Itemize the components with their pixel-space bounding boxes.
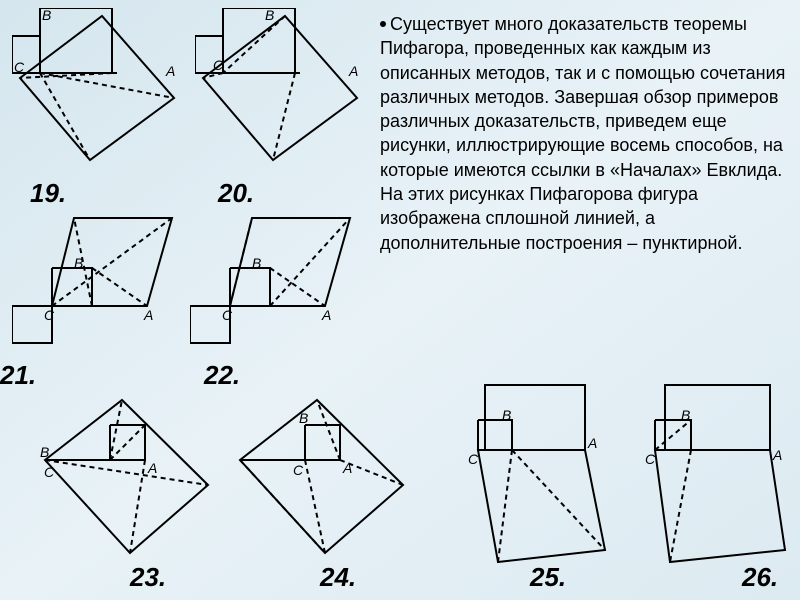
vertex-label: B: [502, 407, 511, 423]
vertex-label: B: [299, 410, 308, 426]
vertex-label: B: [74, 255, 83, 271]
figure-label-25: 25.: [530, 562, 566, 593]
vertex-label: C: [468, 451, 479, 467]
vertex-label: B: [40, 444, 49, 460]
vertex-label: A: [147, 460, 157, 476]
figure-label-19: 19.: [30, 178, 66, 209]
figure-label-23: 23.: [130, 562, 166, 593]
bullet-icon: [380, 21, 386, 27]
figure-23: B A C: [40, 395, 225, 570]
figure-label-22: 22.: [204, 360, 240, 391]
vertex-label: A: [348, 63, 358, 79]
figure-25: B A C: [430, 380, 620, 570]
vertex-label: C: [44, 464, 55, 480]
vertex-label: B: [42, 8, 51, 23]
vertex-label: C: [645, 451, 656, 467]
vertex-label: C: [14, 59, 25, 75]
figure-label-26: 26.: [742, 562, 778, 593]
figure-label-21: 21.: [0, 360, 36, 391]
explanation-text: Существует много доказательств теоремы П…: [380, 12, 790, 255]
paragraph-text: Существует много доказательств теоремы П…: [380, 14, 785, 253]
figure-label-24: 24.: [320, 562, 356, 593]
figure-21: B A C: [12, 208, 182, 368]
vertex-label: C: [44, 307, 55, 323]
vertex-label: A: [772, 447, 782, 463]
vertex-label: A: [143, 307, 153, 323]
vertex-label: A: [342, 460, 352, 476]
vertex-label: B: [681, 407, 690, 423]
figure-19: B A C: [12, 8, 187, 183]
vertex-label: A: [165, 63, 175, 79]
figure-20: B A C: [195, 8, 370, 183]
figure-26: B A C: [625, 380, 800, 570]
figure-22: B A C: [190, 208, 360, 368]
figure-24: B A C: [235, 395, 420, 570]
vertex-label: C: [222, 307, 233, 323]
vertex-label: A: [587, 435, 597, 451]
vertex-label: B: [252, 255, 261, 271]
vertex-label: A: [321, 307, 331, 323]
vertex-label: C: [213, 57, 224, 73]
vertex-label: B: [265, 8, 274, 23]
figure-label-20: 20.: [218, 178, 254, 209]
vertex-label: C: [293, 462, 304, 478]
